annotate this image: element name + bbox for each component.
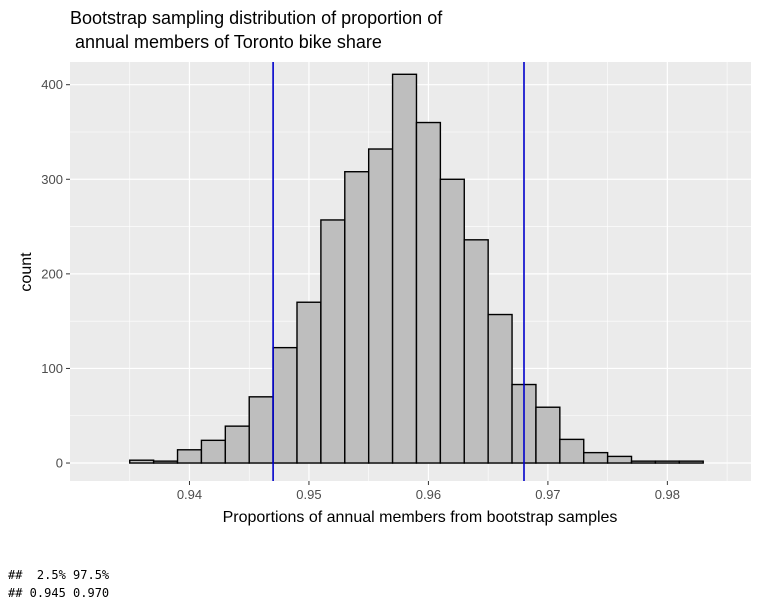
y-tick-label: 0 [56,456,63,471]
histogram-bar [367,148,394,464]
console-line-1: ## 2.5% 97.5% [8,568,110,582]
histogram-bar [606,455,633,464]
histogram-bar [559,438,585,464]
x-tick-label: 0.97 [535,487,560,502]
quantile-lines [272,62,525,481]
histogram-bar [630,460,657,464]
console-line-2: ## 0.945 0.970 [8,586,110,600]
histogram-chart: Bootstrap sampling distribution of propo… [18,8,751,526]
histogram-bar [654,460,681,464]
histogram-bar [583,451,609,464]
x-tick-label: 0.96 [416,487,441,502]
x-tick-label: 0.98 [655,487,680,502]
y-axis-title: count [18,252,35,292]
console-output: ## 2.5% 97.5% ## 0.945 0.970 [8,566,109,602]
histogram-bar [320,219,346,464]
histogram-bar [224,425,250,464]
x-tick-label: 0.94 [177,487,202,502]
y-tick-label: 100 [41,361,63,376]
histogram-bar [200,439,227,464]
x-axis-title: Proportions of annual members from boots… [223,509,618,526]
histogram-bar [176,449,203,464]
histogram-bar [152,460,179,464]
histogram-bar [535,406,561,464]
histogram-bar [344,171,370,464]
histogram-bar [415,121,442,464]
y-tick-label: 200 [41,266,63,281]
histogram-bars [129,73,704,464]
histogram-bar [296,301,322,464]
y-axis: 0 100 200 300 400 [41,77,70,471]
histogram-bar [439,178,465,464]
chart-title-line-2: annual members of Toronto bike share [70,32,382,52]
histogram-bar [248,396,274,464]
histogram-bar [391,73,418,464]
histogram-bar [463,239,489,464]
histogram-bar [487,313,513,464]
y-tick-label: 400 [41,77,63,92]
y-tick-label: 300 [41,172,63,187]
histogram-bar [272,346,298,464]
histogram-bar [678,460,704,464]
histogram-bar [129,459,155,464]
chart-title-line-1: Bootstrap sampling distribution of propo… [70,8,443,28]
x-axis: 0.94 0.95 0.96 0.97 0.98 [177,481,680,502]
x-tick-label: 0.95 [296,487,321,502]
